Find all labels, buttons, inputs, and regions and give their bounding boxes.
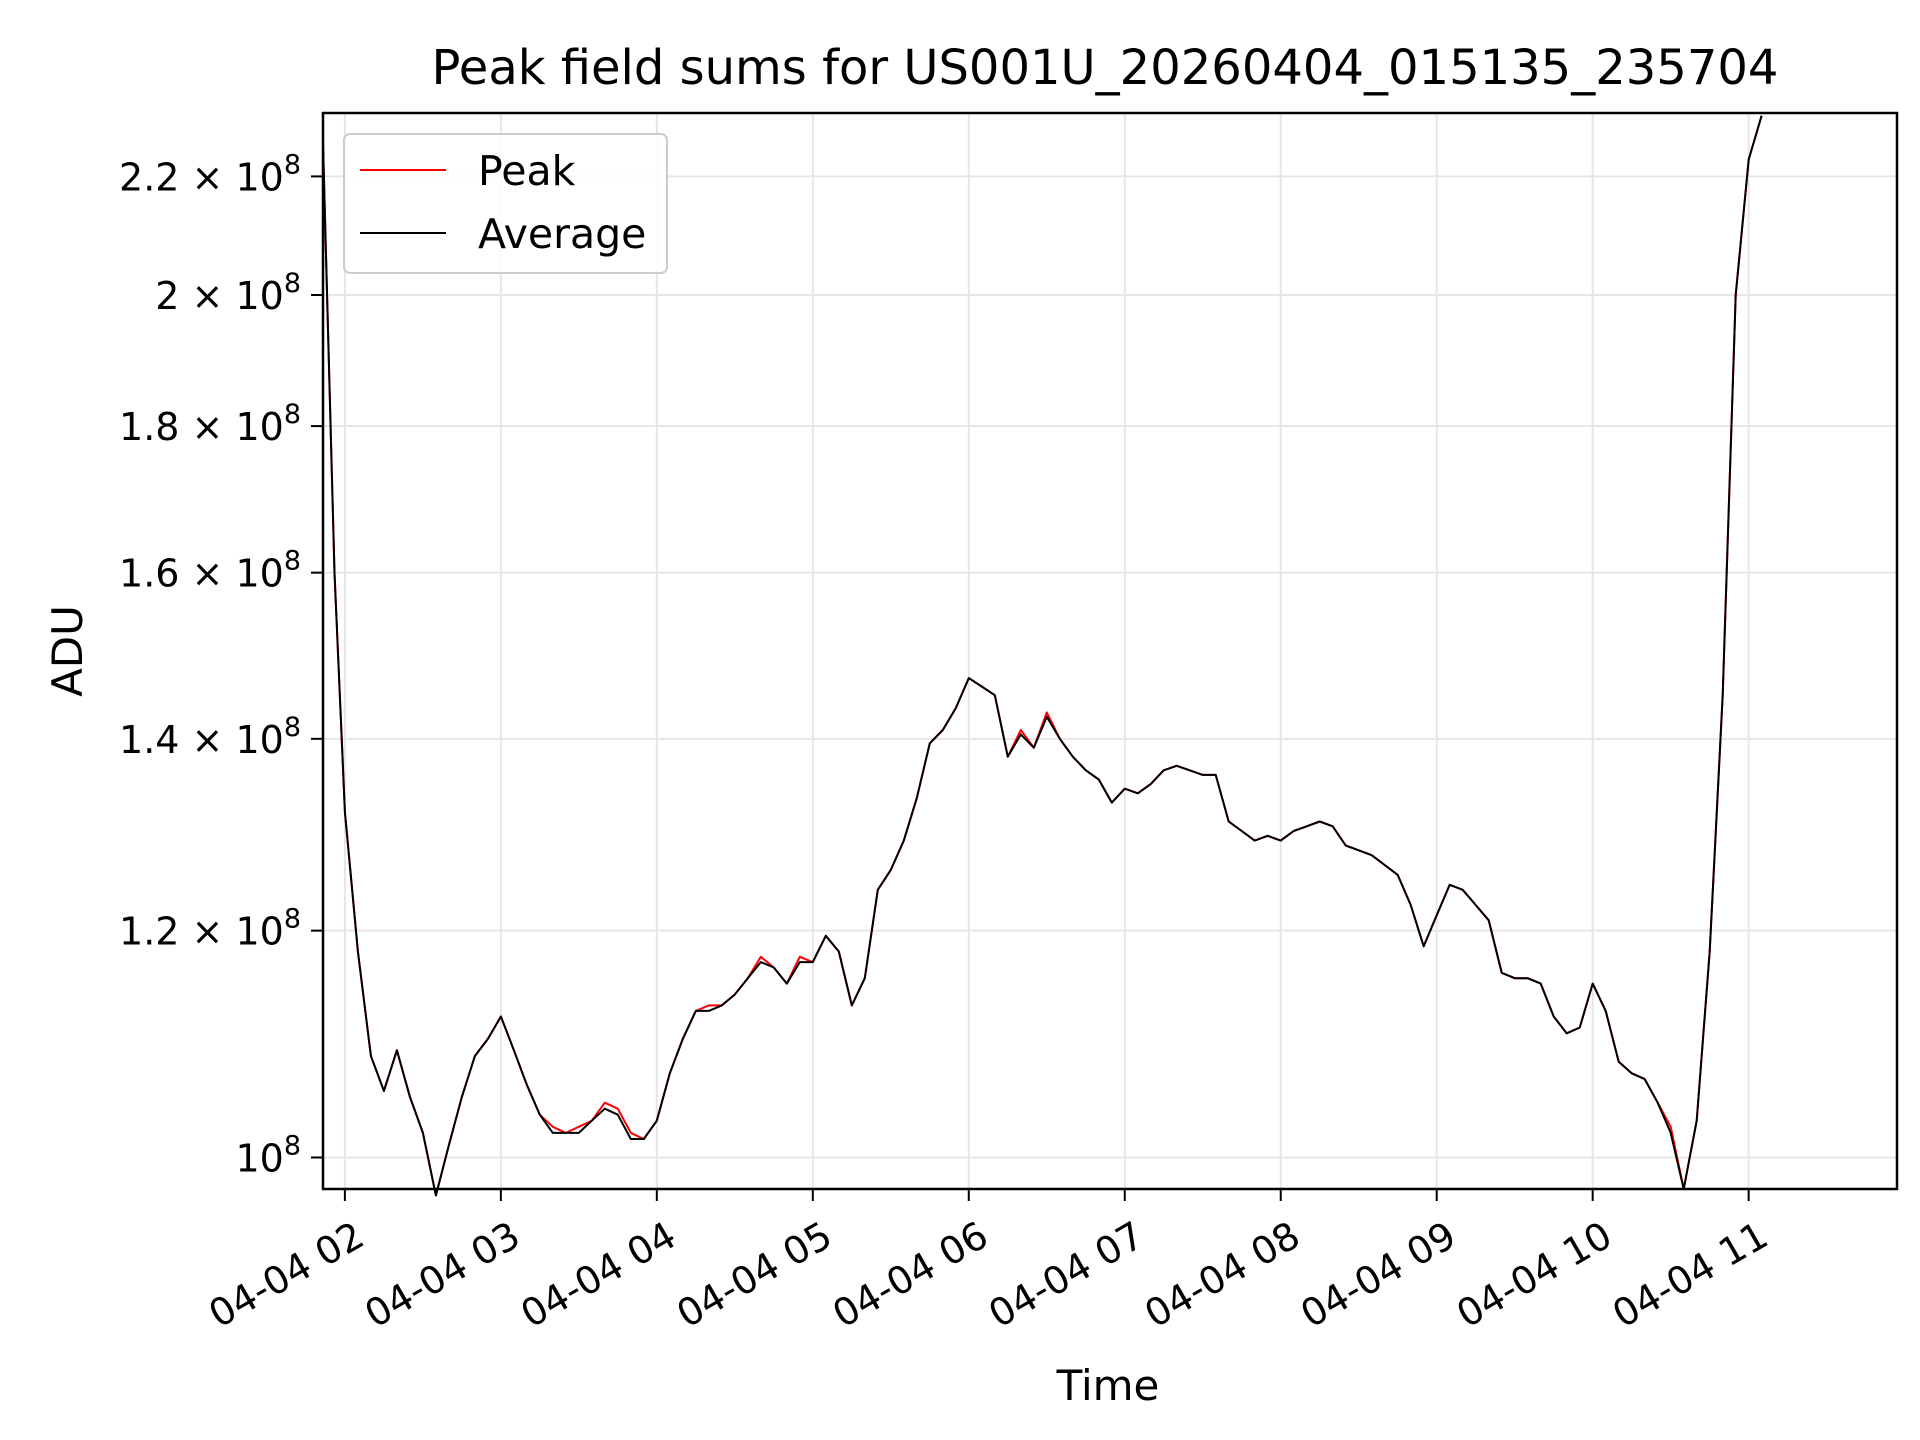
y-tick-label: 1.2 × 108 [119,904,301,954]
y-tick-label: 1.8 × 108 [119,399,301,449]
legend-label-peak: Peak [478,147,576,195]
y-axis-ticks: 108 1.2 × 108 1.4 × 108 1.6 × 108 1.8 × 108 2… [119,149,323,1180]
x-axis-label: Time [1056,1361,1160,1410]
y-tick-label: 2.2 × 108 [119,149,301,199]
y-tick-label: 108 [235,1130,301,1180]
series-line-average [322,115,1763,1197]
chart-title: Peak field sums for US001U_20260404_0151… [432,40,1779,96]
grid-lines [323,113,1897,1189]
legend: Peak Average [343,133,668,274]
y-tick-label: 1.6 × 108 [119,546,301,596]
plot-frame [321,111,1899,1191]
legend-label-average: Average [478,210,646,258]
y-tick-label: 1.4 × 108 [119,712,301,762]
legend-box [343,133,668,274]
y-axis-label: ADU [43,605,92,697]
series-lines [322,115,1763,1197]
y-tick-label: 2 × 108 [155,268,301,318]
